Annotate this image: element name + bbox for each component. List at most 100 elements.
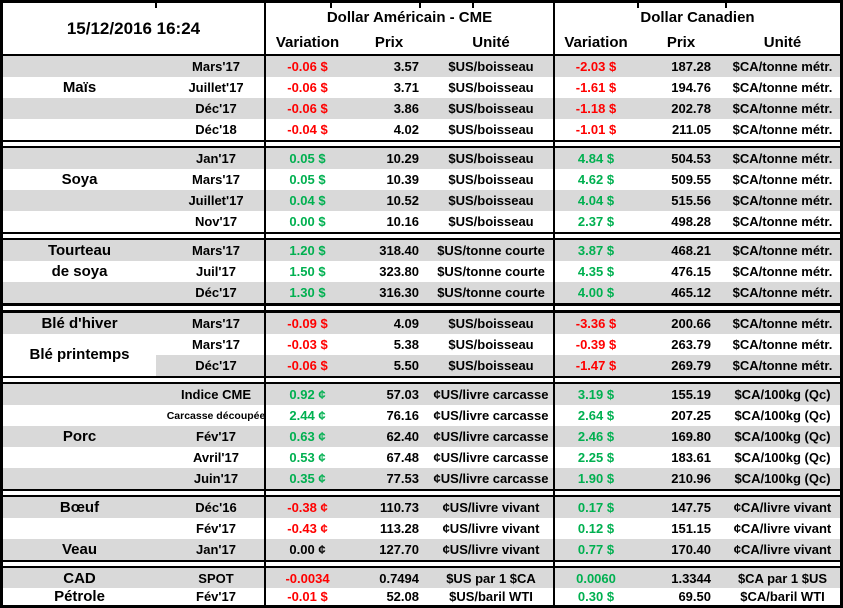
ca-unit-cell: $CA/tonne métr. <box>732 337 833 352</box>
us-variation-cell: -0.0034 <box>264 568 349 588</box>
contract-cell: Déc'16 <box>156 497 264 518</box>
ca-price-cell: 170.40 <box>637 539 725 560</box>
us-price-cell: 10.16 <box>386 214 419 229</box>
section-separator <box>3 560 840 568</box>
ca-variation-cell: -1.61 $ <box>553 77 637 98</box>
ca-variation-cell: 4.62 $ <box>553 169 637 190</box>
grid-tick <box>637 3 639 8</box>
ca-unit-cell: $CA/baril WTI <box>740 589 825 604</box>
commodity-label <box>3 282 156 303</box>
ca-variation-cell: 0.17 $ <box>553 497 637 518</box>
contract-cell: Jan'17 <box>156 148 264 169</box>
us-unit-cell: $US/boisseau <box>448 80 534 95</box>
contract-cell: Déc'18 <box>195 122 237 137</box>
contract-cell: SPOT <box>156 568 264 588</box>
ca-variation-cell: 4.84 $ <box>553 148 637 169</box>
section-separator <box>3 140 840 148</box>
section-separator <box>3 489 840 497</box>
us-variation-cell: -0.04 $ <box>264 119 349 140</box>
ca-unit-cell: $CA/tonne métr. <box>725 56 840 77</box>
col-header-ca-variation: Variation <box>553 31 637 54</box>
commodity-label <box>3 518 156 539</box>
contract-cell: Mars'17 <box>156 240 264 261</box>
ca-price-cell: 202.78 <box>637 98 725 119</box>
commodity-label: Blé printemps <box>29 346 130 363</box>
grid-tick <box>330 3 332 8</box>
us-price-cell: 4.09 <box>349 313 429 334</box>
us-variation-cell: 0.63 ¢ <box>264 426 349 447</box>
ca-unit-cell: $CA/tonne métr. <box>725 148 840 169</box>
table-row: Blé d'hiver Mars'17 -0.09 $4.09 $US/boissea… <box>3 313 840 334</box>
commodity-label <box>3 468 156 489</box>
us-unit-cell: $US par 1 $CA <box>429 568 553 588</box>
us-variation-cell: -0.06 $ <box>264 98 349 119</box>
contract-cell: Juin'17 <box>156 468 264 489</box>
us-variation-cell: -0.09 $ <box>264 313 349 334</box>
us-variation-cell: -0.03 $ <box>264 334 349 355</box>
commodity-label: de soya <box>51 263 108 280</box>
us-price-cell: 110.73 <box>349 497 429 518</box>
table-header: 15/12/2016 16:24 Dollar Américain - CME … <box>3 3 840 56</box>
us-unit-cell: ¢US/livre vivant <box>429 497 553 518</box>
ca-variation-cell: 3.87 $ <box>553 240 637 261</box>
us-price-cell: 76.16 <box>386 408 419 423</box>
ca-variation-cell: 1.90 $ <box>553 468 637 489</box>
contract-cell: Avril'17 <box>193 450 239 465</box>
us-variation-cell: 2.44 ¢ <box>264 405 349 426</box>
contract-cell: Fév'17 <box>156 426 264 447</box>
ca-variation-cell: 4.04 $ <box>553 190 637 211</box>
ca-unit-cell: ¢CA/livre vivant <box>725 497 840 518</box>
us-price-cell: 3.71 <box>393 80 419 95</box>
us-price-cell: 10.39 <box>386 172 419 187</box>
us-unit-cell: $US/boisseau <box>429 190 553 211</box>
us-variation-cell: 1.30 $ <box>264 282 349 303</box>
table-row: Soya Mars'17 0.05 $ 10.39 $US/boisseau 4.62 $… <box>3 169 840 190</box>
us-unit-cell: ¢US/livre vivant <box>429 539 553 560</box>
table-row: de soya Juil'17 1.50 $ 323.80 $US/tonne cour… <box>3 261 840 282</box>
commodity-label: CAD <box>3 568 156 588</box>
us-variation-cell: 0.05 $ <box>264 148 349 169</box>
commodity-label: Bœuf <box>3 497 156 518</box>
us-price-cell: 0.7494 <box>349 568 429 588</box>
us-unit-cell: $US/boisseau <box>448 122 534 137</box>
us-price-cell: 113.28 <box>379 521 419 536</box>
ca-unit-cell: $CA/tonne métr. <box>725 240 840 261</box>
ca-variation-cell: -1.18 $ <box>553 98 637 119</box>
ca-variation-cell: -3.36 $ <box>553 313 637 334</box>
ca-unit-cell: $CA/100kg (Qc) <box>734 450 831 465</box>
table-body: Mars'17 -0.06 $3.57 $US/boisseau -2.03 $187… <box>3 56 840 605</box>
us-variation-cell: 0.00 ¢ <box>264 539 349 560</box>
us-variation-cell: -0.06 $ <box>264 77 349 98</box>
ca-variation-cell: -1.47 $ <box>553 355 637 376</box>
ca-unit-cell: $CA/tonne métr. <box>725 190 840 211</box>
ca-price-cell: 269.79 <box>637 355 725 376</box>
contract-cell: Fév'17 <box>196 589 236 604</box>
ca-unit-cell: $CA/tonne métr. <box>725 313 840 334</box>
commodity-label: Blé d'hiver <box>3 313 156 334</box>
col-header-us-variation: Variation <box>264 31 349 54</box>
table-row: Déc'17 1.30 $316.30 $US/tonne courte 4.00 $… <box>3 282 840 303</box>
us-unit-cell: $US/tonne courte <box>429 282 553 303</box>
commodity-label <box>3 56 156 77</box>
us-variation-cell: 1.20 $ <box>264 240 349 261</box>
us-price-cell: 127.70 <box>349 539 429 560</box>
contract-cell: Fév'17 <box>196 521 236 536</box>
table-row: CAD SPOT -0.0034 0.7494 $US par 1 $CA 0.0060 1… <box>3 568 840 588</box>
contract-cell: Mars'17 <box>192 337 240 352</box>
us-price-cell: 67.48 <box>386 450 419 465</box>
ca-price-cell: 211.05 <box>671 122 711 137</box>
table-row: Mars'17 -0.06 $3.57 $US/boisseau -2.03 $187… <box>3 56 840 77</box>
ca-price-cell: 169.80 <box>637 426 725 447</box>
table-row: Avril'17 0.53 ¢ 67.48 ¢US/livre carcasse 2.2… <box>3 447 840 468</box>
us-variation-cell: -0.06 $ <box>264 56 349 77</box>
table-row: Jan'17 0.05 $10.29 $US/boisseau 4.84 $504.5… <box>3 148 840 169</box>
ca-unit-cell: $CA/100kg (Qc) <box>734 408 831 423</box>
ca-group-header: Dollar Canadien <box>553 3 840 31</box>
us-price-cell: 77.53 <box>349 468 429 489</box>
contract-cell: Jan'17 <box>156 539 264 560</box>
commodity-label: Tourteau <box>3 240 156 261</box>
contract-cell: Déc'17 <box>156 355 264 376</box>
commodity-label: Soya <box>61 171 98 188</box>
us-price-cell: 323.80 <box>379 264 419 279</box>
table-row: Déc'18 -0.04 $ 4.02 $US/boisseau -1.01 $ 211.… <box>3 119 840 140</box>
